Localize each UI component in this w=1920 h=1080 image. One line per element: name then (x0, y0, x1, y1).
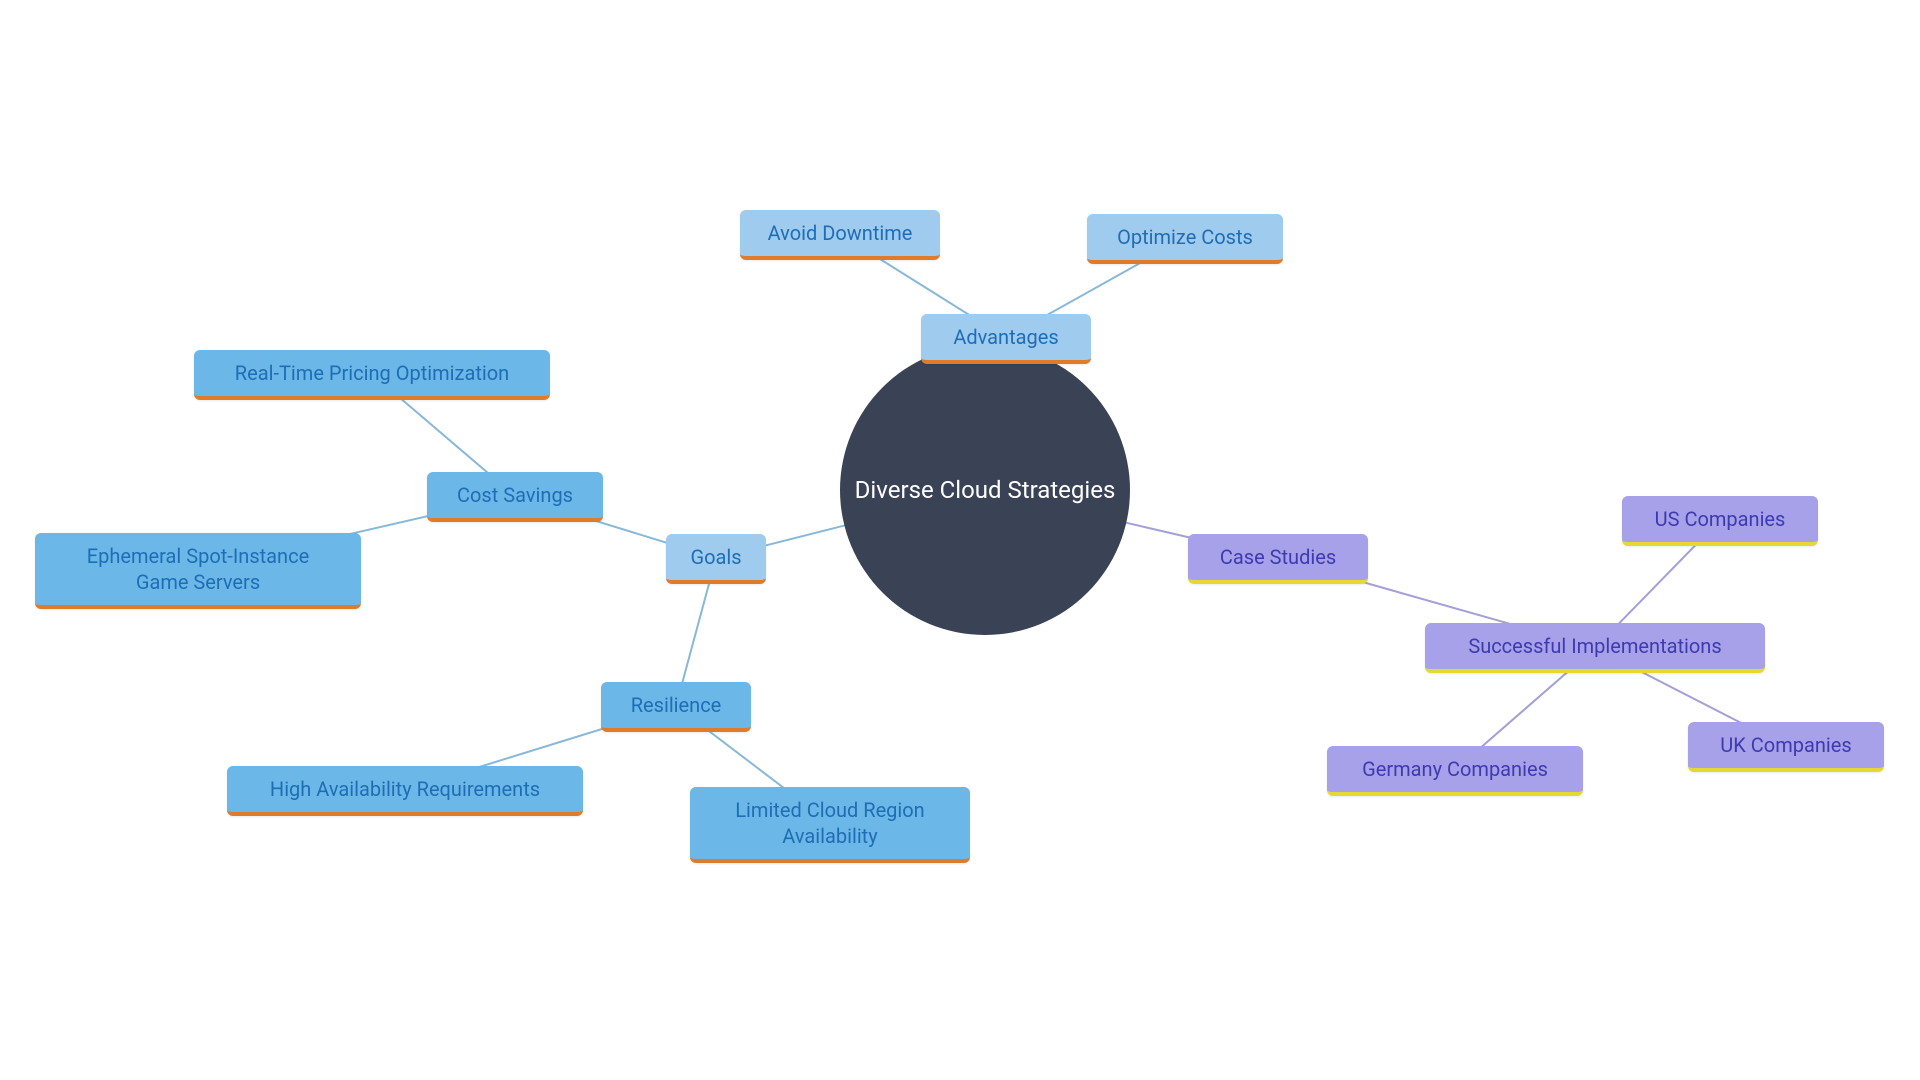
node-success_impl: Successful Implementations (1425, 623, 1765, 673)
node-label: UK Companies (1720, 732, 1851, 758)
node-avoid_downtime: Avoid Downtime (740, 210, 940, 260)
node-germany_companies: Germany Companies (1327, 746, 1583, 796)
node-label: Ephemeral Spot-InstanceGame Servers (87, 543, 309, 595)
node-label: Successful Implementations (1468, 633, 1721, 659)
node-label: Advantages (953, 324, 1058, 350)
node-label: US Companies (1655, 506, 1786, 532)
node-label: Germany Companies (1362, 756, 1548, 782)
center-node: Diverse Cloud Strategies (840, 345, 1130, 635)
node-label: Case Studies (1220, 544, 1336, 570)
node-uk_companies: UK Companies (1688, 722, 1884, 772)
node-cost_savings: Cost Savings (427, 472, 603, 522)
node-resilience: Resilience (601, 682, 751, 732)
node-case_studies: Case Studies (1188, 534, 1368, 584)
node-label: Optimize Costs (1117, 224, 1253, 250)
center-label: Diverse Cloud Strategies (855, 476, 1116, 504)
node-limited_region: Limited Cloud RegionAvailability (690, 787, 970, 863)
node-label: Goals (690, 544, 741, 570)
node-optimize_costs: Optimize Costs (1087, 214, 1283, 264)
node-rt_pricing: Real-Time Pricing Optimization (194, 350, 550, 400)
node-label: Real-Time Pricing Optimization (235, 360, 509, 386)
node-label: Resilience (631, 692, 722, 718)
node-label: High Availability Requirements (270, 776, 540, 802)
node-ha_req: High Availability Requirements (227, 766, 583, 816)
node-us_companies: US Companies (1622, 496, 1818, 546)
node-goals: Goals (666, 534, 766, 584)
node-label: Avoid Downtime (768, 220, 913, 246)
node-advantages: Advantages (921, 314, 1091, 364)
node-label: Cost Savings (457, 482, 573, 508)
node-ephemeral: Ephemeral Spot-InstanceGame Servers (35, 533, 361, 609)
node-label: Limited Cloud RegionAvailability (735, 797, 924, 849)
